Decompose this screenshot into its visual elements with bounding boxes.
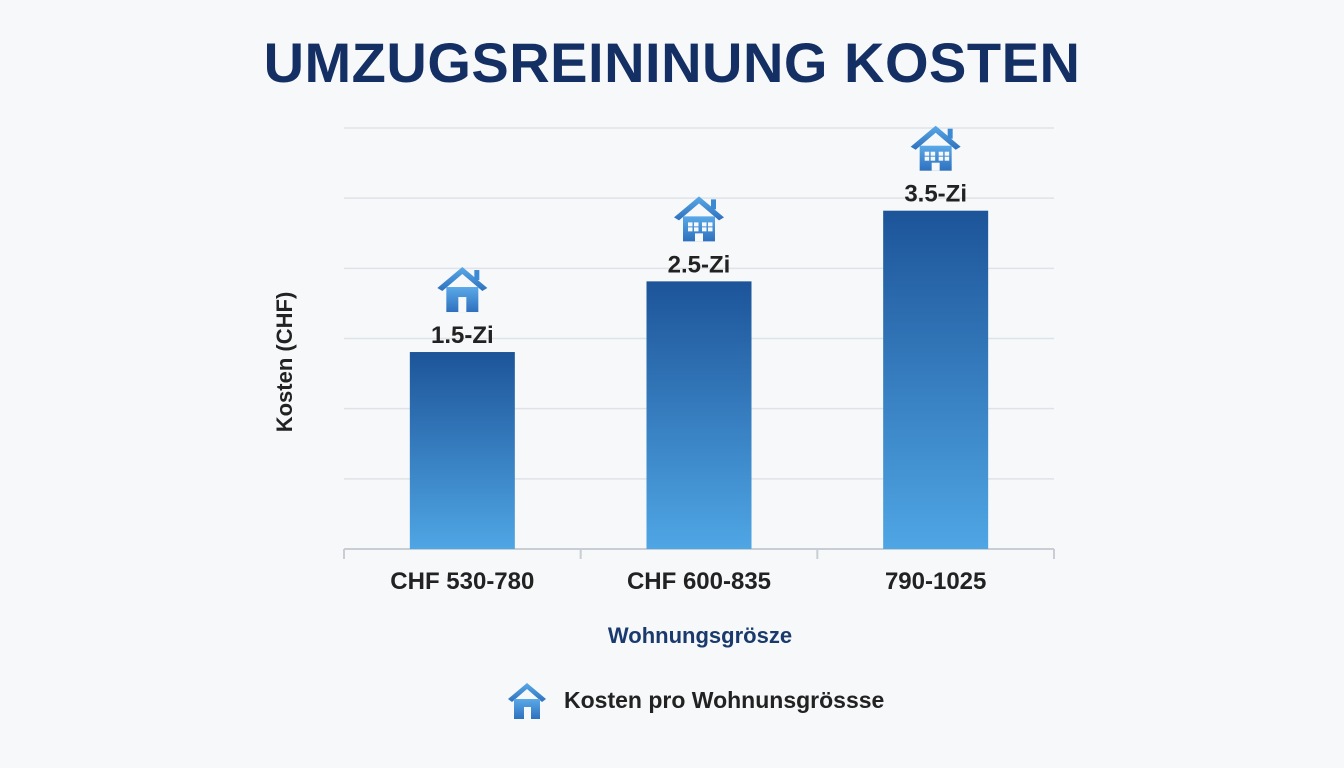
house-icon bbox=[910, 125, 961, 171]
x-axis-label: Wohnungsgrösze bbox=[607, 623, 793, 648]
labels: 1.5-Zi CHF 530-780 2.5-Zi CHF 600-835 3.5-Zi… bbox=[390, 125, 986, 595]
house-icon bbox=[437, 267, 488, 313]
bar-label: 3.5-Zi bbox=[904, 181, 967, 208]
y-axis-label: Kosten (CHF) bbox=[272, 291, 297, 433]
bar-label: 1.5-Zi bbox=[431, 322, 494, 349]
bar bbox=[883, 210, 989, 550]
house-icon bbox=[508, 683, 546, 719]
x-tick-label: 790-1025 bbox=[885, 568, 986, 595]
bar bbox=[409, 352, 515, 549]
x-tick-label: CHF 600-835 bbox=[627, 568, 771, 595]
x-tick-label: CHF 530-780 bbox=[390, 568, 534, 595]
bar bbox=[646, 281, 752, 549]
chart-title: UMZUGSREININUNG KOSTEN bbox=[263, 31, 1081, 94]
house-icon bbox=[674, 196, 724, 242]
legend-label: Kosten pro Wohnunsgrössse bbox=[564, 686, 885, 713]
bar-label: 2.5-Zi bbox=[668, 251, 731, 278]
legend: Kosten pro Wohnunsgrössse bbox=[504, 680, 884, 720]
bars bbox=[409, 210, 989, 550]
